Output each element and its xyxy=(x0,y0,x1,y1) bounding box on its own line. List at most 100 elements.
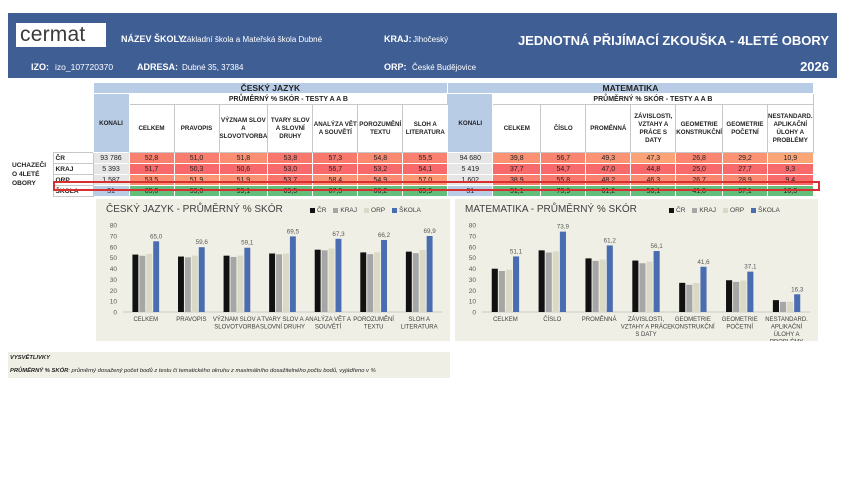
address-label: ADRESA: xyxy=(137,62,179,72)
ma-col-header: PROMĚNNÁ xyxy=(585,104,632,153)
bar-kraj xyxy=(139,255,146,312)
data-label: 69,5 xyxy=(287,228,300,235)
school-label: NÁZEV ŠKOLY: xyxy=(121,34,187,44)
report-year: 2026 xyxy=(800,59,829,74)
bar-čr xyxy=(178,256,184,312)
bar-čr xyxy=(538,250,545,312)
legend-item-orp: ORP xyxy=(364,207,385,214)
category-label: CELKEM xyxy=(133,317,158,323)
bar-orp xyxy=(599,259,606,312)
notes-title: VYSVĚTLIVKY xyxy=(10,355,50,361)
ma-score-cell: 47,3 xyxy=(630,152,677,164)
bar-kraj xyxy=(321,250,328,312)
y-tick-label: 10 xyxy=(110,299,118,306)
cj-score-cell: 59,1 xyxy=(218,185,269,197)
bar-čr xyxy=(132,254,139,312)
cj-score-cell: 58,4 xyxy=(312,174,359,186)
bar-orp xyxy=(552,251,559,312)
logo-text: cermat xyxy=(20,23,86,46)
legend-label: ŠKOLA xyxy=(399,207,421,214)
cj-score-cell: 59,6 xyxy=(173,185,220,197)
cj-score-cell: 67,3 xyxy=(312,185,359,197)
bar-škola xyxy=(335,238,342,312)
y-tick-label: 80 xyxy=(469,223,477,230)
address-value: Dubné 35, 37384 xyxy=(182,63,244,72)
bar-orp xyxy=(328,248,335,312)
bar-škola xyxy=(153,241,160,312)
category-label: TVARY SLOV A SLOVNÍ DRUHY xyxy=(260,317,305,331)
bar-kraj xyxy=(184,257,191,312)
ma-score-cell: 38,9 xyxy=(492,174,542,186)
cj-score-cell: 54,9 xyxy=(357,174,404,186)
cj-score-cell: 55,5 xyxy=(402,152,449,164)
report-title: JEDNOTNÁ PŘIJÍMACÍ ZKOUŠKA - 4LETÉ OBORY xyxy=(517,33,829,48)
legend-label: KRAJ xyxy=(699,207,717,214)
row-label: ŠKOLA xyxy=(52,185,94,197)
bar-čr xyxy=(491,268,498,312)
legend-swatch xyxy=(751,207,757,213)
cj-group-header: ČESKÝ JAZYK xyxy=(92,82,449,94)
cj-score-cell: 51,9 xyxy=(173,174,220,186)
ma-sub-header: PRŮMĚRNÝ % SKÓR - TESTY A A B xyxy=(492,93,814,105)
bar-kraj xyxy=(779,301,787,312)
orp-label: ORP: xyxy=(384,62,407,72)
cj-score-cell: 57,3 xyxy=(312,152,359,164)
notes-text: PRŮMĚRNÝ % SKÓR: průměrný dosažený počet… xyxy=(10,368,376,374)
cj-konali-header: KONALI xyxy=(92,93,130,153)
y-tick-label: 10 xyxy=(469,299,477,306)
y-tick-label: 40 xyxy=(110,266,118,273)
bar-kraj xyxy=(276,254,282,312)
bar-škola xyxy=(426,235,433,312)
ma-score-cell: 37,1 xyxy=(722,185,768,197)
cj-col-header: POROZUMĚNÍ TEXTU xyxy=(357,104,404,153)
legend-swatch xyxy=(692,207,698,213)
bar-orp xyxy=(419,250,426,312)
ma-col-header: GEOMETRIE KONSTRUKČNÍ xyxy=(675,104,723,153)
ma-konali-cell: 5 419 xyxy=(447,163,494,175)
y-tick-label: 20 xyxy=(110,288,118,295)
ma-score-cell: 73,9 xyxy=(540,185,587,197)
cj-score-cell: 53,2 xyxy=(357,163,404,175)
data-label: 51,1 xyxy=(510,248,523,255)
notes-box: VYSVĚTLIVKY PRŮMĚRNÝ % SKÓR: průměrný do… xyxy=(8,352,450,378)
ma-score-cell: 44,8 xyxy=(630,163,677,175)
category-label: CELKEM xyxy=(493,317,518,323)
y-tick-label: 0 xyxy=(113,310,117,317)
orp-value: České Budějovice xyxy=(412,63,477,72)
y-tick-label: 50 xyxy=(110,255,118,262)
cj-col-header: PRAVOPIS xyxy=(173,104,220,153)
cj-konali-cell: 5 393 xyxy=(92,163,130,175)
bar-kraj xyxy=(639,263,646,312)
cj-score-cell: 66,2 xyxy=(357,185,404,197)
data-label: 65,0 xyxy=(150,233,163,240)
results-table: ČESKÝ JAZYK MATEMATIKA KONALI PRŮMĚRNÝ %… xyxy=(8,82,814,197)
data-label: 59,1 xyxy=(241,240,254,247)
ma-score-cell: 55,8 xyxy=(540,174,587,186)
cj-score-cell: 53,0 xyxy=(267,163,314,175)
ma-konali-header: KONALI xyxy=(447,93,494,153)
bar-škola xyxy=(653,250,660,312)
cj-score-cell: 53,5 xyxy=(128,174,175,186)
y-tick-label: 30 xyxy=(469,277,477,284)
y-tick-label: 60 xyxy=(110,244,118,251)
cj-col-header: CELKEM xyxy=(128,104,175,153)
legend-label: ČR xyxy=(317,207,327,214)
cj-chart-title: ČESKÝ JAZYK - PRŮMĚRNÝ % SKÓR xyxy=(106,204,283,215)
bar-kraj xyxy=(367,254,374,312)
bar-kraj xyxy=(686,284,693,312)
bar-čr xyxy=(360,252,367,312)
cj-score-cell: 69,5 xyxy=(267,185,314,197)
legend-swatch xyxy=(310,207,315,213)
legend-label: ŠKOLA xyxy=(758,207,780,214)
notes-definition: : průměrný dosažený počet bodů z testu č… xyxy=(68,368,376,374)
cj-score-cell: 53,7 xyxy=(267,174,314,186)
bar-škola xyxy=(794,294,801,312)
cj-col-header: TVARY SLOV A SLOVNÍ DRUHY xyxy=(267,104,314,153)
bar-čr xyxy=(726,280,733,312)
category-label: SLOH A LITERATURA xyxy=(401,317,438,331)
cj-col-header: ANALÝZA VĚT A SOUVĚTÍ xyxy=(312,104,359,153)
category-label: GEOMETRIE KONSTRUKČNÍ xyxy=(671,317,715,331)
legend-item-kraj: KRAJ xyxy=(333,207,357,214)
ma-score-cell: 51,1 xyxy=(492,185,542,197)
